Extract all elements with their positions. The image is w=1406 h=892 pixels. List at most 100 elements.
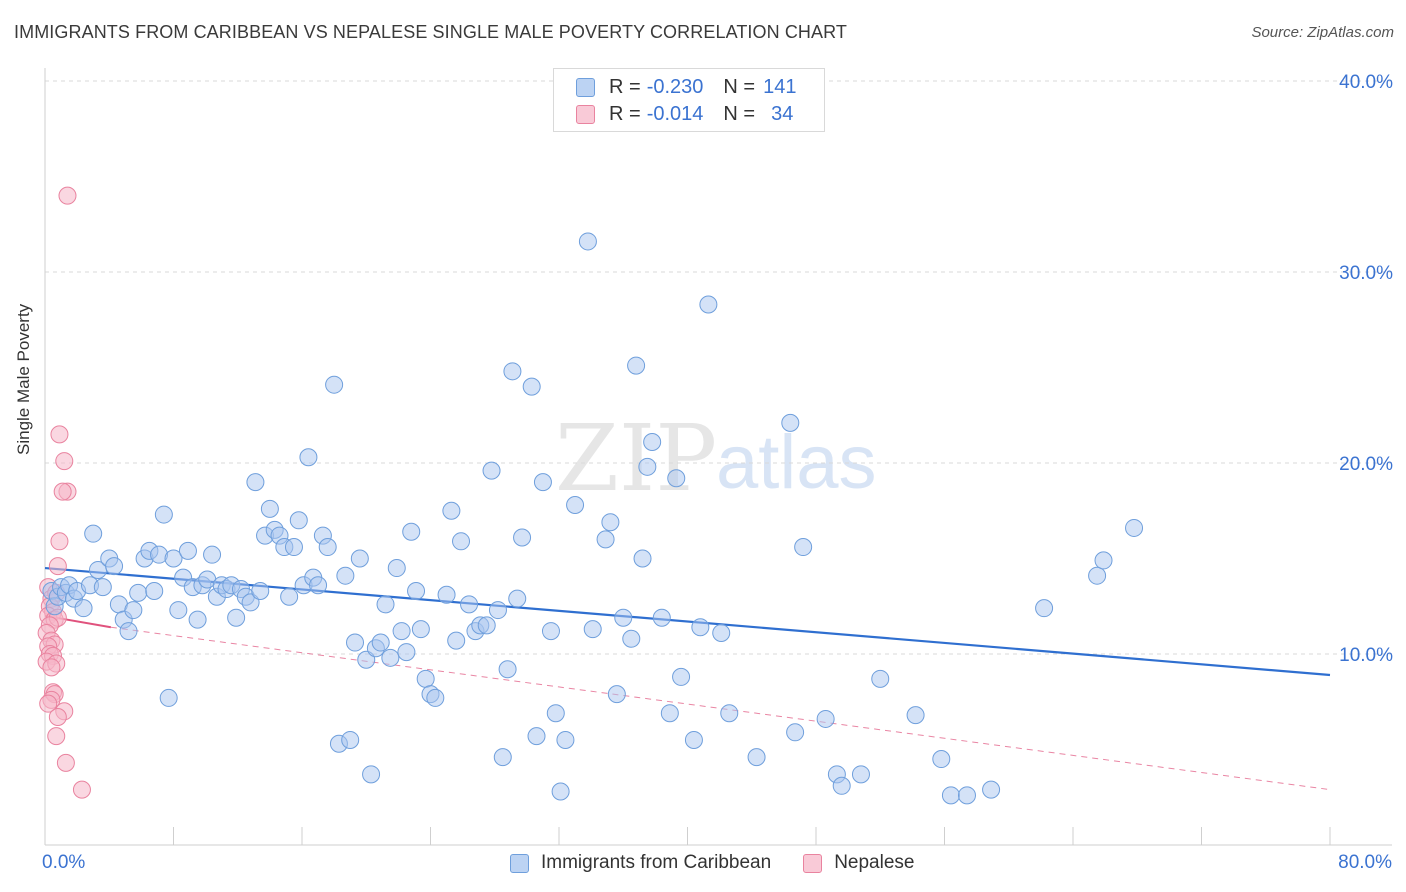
caribbean-point — [596, 530, 615, 549]
caribbean-point — [932, 750, 951, 769]
nepalese-point — [72, 780, 91, 799]
caribbean-point — [246, 473, 265, 492]
caribbean-point — [299, 448, 318, 467]
legend-r-value: -0.230 — [646, 75, 704, 98]
legend-row-caribbean: R = -0.230 N = 141 — [576, 75, 796, 99]
caribbean-point — [93, 578, 112, 597]
caribbean-point — [672, 667, 691, 686]
caribbean-point — [541, 622, 560, 641]
caribbean-point — [638, 457, 657, 476]
caribbean-point — [691, 618, 710, 637]
nepalese-point — [48, 557, 67, 576]
legend-row-nepalese: R = -0.014 N = 34 — [576, 102, 793, 126]
legend-r-label: R = — [609, 75, 641, 98]
caribbean-point — [289, 511, 308, 530]
watermark: ZIP atlas — [555, 405, 877, 512]
nepalese-point — [42, 658, 61, 677]
y-tick-label: 20.0% — [1339, 454, 1393, 475]
nepalese-points — [37, 186, 91, 799]
caribbean-point — [488, 601, 507, 620]
caribbean-point — [498, 660, 517, 679]
caribbean-point — [513, 528, 532, 547]
caribbean-point — [627, 356, 646, 375]
caribbean-point — [493, 748, 512, 767]
caribbean-point — [387, 559, 406, 578]
caribbean-point — [578, 232, 597, 251]
caribbean-point — [614, 608, 633, 627]
legend-label-nepalese: Nepalese — [834, 852, 915, 873]
caribbean-point — [522, 377, 541, 396]
y-tick-label: 40.0% — [1339, 72, 1393, 93]
caribbean-point — [527, 727, 546, 746]
caribbean-point — [1125, 518, 1144, 537]
legend-label-caribbean: Immigrants from Caribbean — [541, 852, 772, 873]
caribbean-point — [371, 633, 390, 652]
nepalese-point — [48, 708, 67, 727]
caribbean-point — [477, 616, 496, 635]
legend-item-nepalese: Nepalese — [803, 852, 914, 874]
caribbean-point — [350, 549, 369, 568]
caribbean-point — [381, 648, 400, 667]
caribbean-point — [460, 595, 479, 614]
caribbean-point — [341, 730, 360, 749]
caribbean-point — [566, 496, 585, 515]
nepalese-point — [56, 753, 75, 772]
caribbean-point — [781, 413, 800, 432]
caribbean-point — [442, 501, 461, 520]
caribbean-point — [452, 532, 471, 551]
caribbean-point — [437, 585, 456, 604]
caribbean-point — [941, 786, 960, 805]
caribbean-point — [643, 432, 662, 451]
legend-swatch-blue — [576, 77, 595, 97]
correlation-legend: R = -0.230 N = 141 R = -0.014 N = 34 — [553, 68, 825, 132]
caribbean-point — [392, 622, 411, 641]
caribbean-point — [633, 549, 652, 568]
caribbean-point — [794, 538, 813, 557]
caribbean-point — [416, 669, 435, 688]
caribbean-point — [203, 545, 222, 564]
caribbean-point — [145, 581, 164, 600]
legend-r-value: -0.014 — [646, 102, 704, 125]
caribbean-point — [376, 595, 395, 614]
caribbean-point — [482, 461, 501, 480]
caribbean-point — [336, 566, 355, 585]
caribbean-point — [411, 620, 430, 639]
gridlines — [45, 80, 1392, 655]
caribbean-point — [607, 685, 626, 704]
legend-n-value: 34 — [771, 102, 794, 125]
caribbean-point — [652, 608, 671, 627]
caribbean-point — [426, 688, 445, 707]
caribbean-point — [154, 505, 173, 524]
legend-item-caribbean: Immigrants from Caribbean — [510, 852, 771, 874]
caribbean-point — [284, 538, 303, 557]
nepalese-point — [58, 186, 77, 205]
watermark-zip: ZIP — [555, 405, 717, 512]
caribbean-point — [546, 704, 565, 723]
caribbean-point — [583, 620, 602, 639]
caribbean-point — [84, 524, 103, 543]
legend-n-value: 141 — [763, 75, 797, 98]
y-tick-label: 10.0% — [1339, 645, 1393, 666]
nepalese-trend-dashed — [110, 626, 1331, 791]
caribbean-point — [712, 623, 731, 642]
series-legend: Immigrants from Caribbean Nepalese — [510, 852, 946, 874]
caribbean-point — [260, 499, 279, 518]
caribbean-point — [533, 473, 552, 492]
axes — [44, 68, 1392, 846]
caribbean-point — [906, 706, 925, 725]
caribbean-point — [982, 780, 1001, 799]
caribbean-point — [551, 782, 570, 801]
caribbean-point — [241, 593, 260, 612]
caribbean-point — [720, 704, 739, 723]
caribbean-point — [105, 557, 124, 576]
nepalese-point — [50, 532, 69, 551]
caribbean-point — [164, 549, 183, 568]
nepalese-point — [39, 694, 58, 713]
caribbean-point — [622, 629, 641, 648]
chart-title: IMMIGRANTS FROM CARIBBEAN VS NEPALESE SI… — [14, 22, 848, 42]
caribbean-point — [786, 723, 805, 742]
caribbean-point — [346, 633, 365, 652]
caribbean-point — [447, 631, 466, 650]
caribbean-point — [402, 522, 421, 541]
caribbean-point — [124, 601, 143, 620]
